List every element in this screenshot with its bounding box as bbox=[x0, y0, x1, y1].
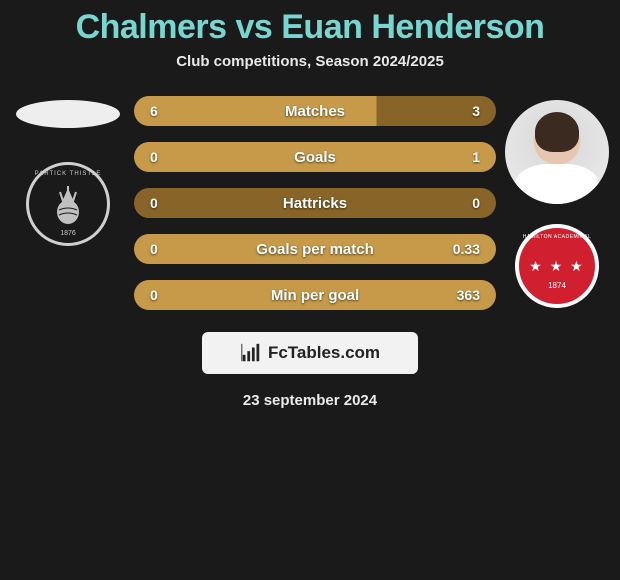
stat-bar: 0 Hattricks 0 bbox=[134, 188, 496, 218]
comparison-card: Chalmers vs Euan Henderson Club competit… bbox=[0, 0, 620, 440]
stat-left-value: 0 bbox=[150, 241, 158, 257]
stat-label: Matches bbox=[285, 103, 345, 120]
stat-left-value: 0 bbox=[150, 287, 158, 303]
player-photo-placeholder-left bbox=[16, 100, 120, 128]
stat-right-value: 3 bbox=[472, 103, 480, 119]
stars-icon: ★ ★ ★ bbox=[529, 258, 584, 275]
thistle-icon bbox=[48, 182, 88, 226]
club-year-right: 1874 bbox=[548, 281, 566, 290]
stat-right-value: 1 bbox=[472, 149, 480, 165]
page-title: Chalmers vs Euan Henderson bbox=[0, 8, 620, 47]
date-text: 23 september 2024 bbox=[0, 392, 620, 409]
stat-bar: 6 Matches 3 bbox=[134, 96, 496, 126]
club-badge-right: HAMILTON ACADEMICAL ★ ★ ★ 1874 bbox=[515, 224, 599, 308]
club-badge-left: PARTICK THISTLE 1876 bbox=[26, 162, 110, 246]
club-name-right: HAMILTON ACADEMICAL bbox=[523, 234, 592, 240]
stat-bar: 0 Min per goal 363 bbox=[134, 280, 496, 310]
stat-label: Goals per match bbox=[256, 241, 374, 258]
stat-label: Min per goal bbox=[271, 287, 359, 304]
stat-right-value: 363 bbox=[457, 287, 480, 303]
brand-logo[interactable]: FcTables.com bbox=[202, 332, 418, 374]
stat-label: Goals bbox=[294, 149, 336, 166]
club-year-left: 1876 bbox=[60, 230, 76, 237]
brand-text: FcTables.com bbox=[268, 343, 380, 363]
club-name-left: PARTICK THISTLE bbox=[35, 171, 102, 177]
right-column: HAMILTON ACADEMICAL ★ ★ ★ 1874 bbox=[502, 96, 612, 308]
subtitle: Club competitions, Season 2024/2025 bbox=[0, 53, 620, 70]
left-column: PARTICK THISTLE 1876 bbox=[8, 96, 128, 246]
bar-chart-icon bbox=[240, 342, 262, 364]
stat-right-value: 0 bbox=[472, 195, 480, 211]
stat-left-value: 0 bbox=[150, 149, 158, 165]
stat-label: Hattricks bbox=[283, 195, 347, 212]
main-row: PARTICK THISTLE 1876 6 Matches 3 0 Goals 1 0 Ha… bbox=[0, 96, 620, 310]
stat-left-value: 0 bbox=[150, 195, 158, 211]
stat-left-value: 6 bbox=[150, 103, 158, 119]
stat-right-value: 0.33 bbox=[453, 241, 480, 257]
stat-bar: 0 Goals 1 bbox=[134, 142, 496, 172]
player-photo-right bbox=[505, 100, 609, 204]
stats-column: 6 Matches 3 0 Goals 1 0 Hattricks 0 0 Goals per ma… bbox=[128, 96, 502, 310]
stat-bar: 0 Goals per match 0.33 bbox=[134, 234, 496, 264]
